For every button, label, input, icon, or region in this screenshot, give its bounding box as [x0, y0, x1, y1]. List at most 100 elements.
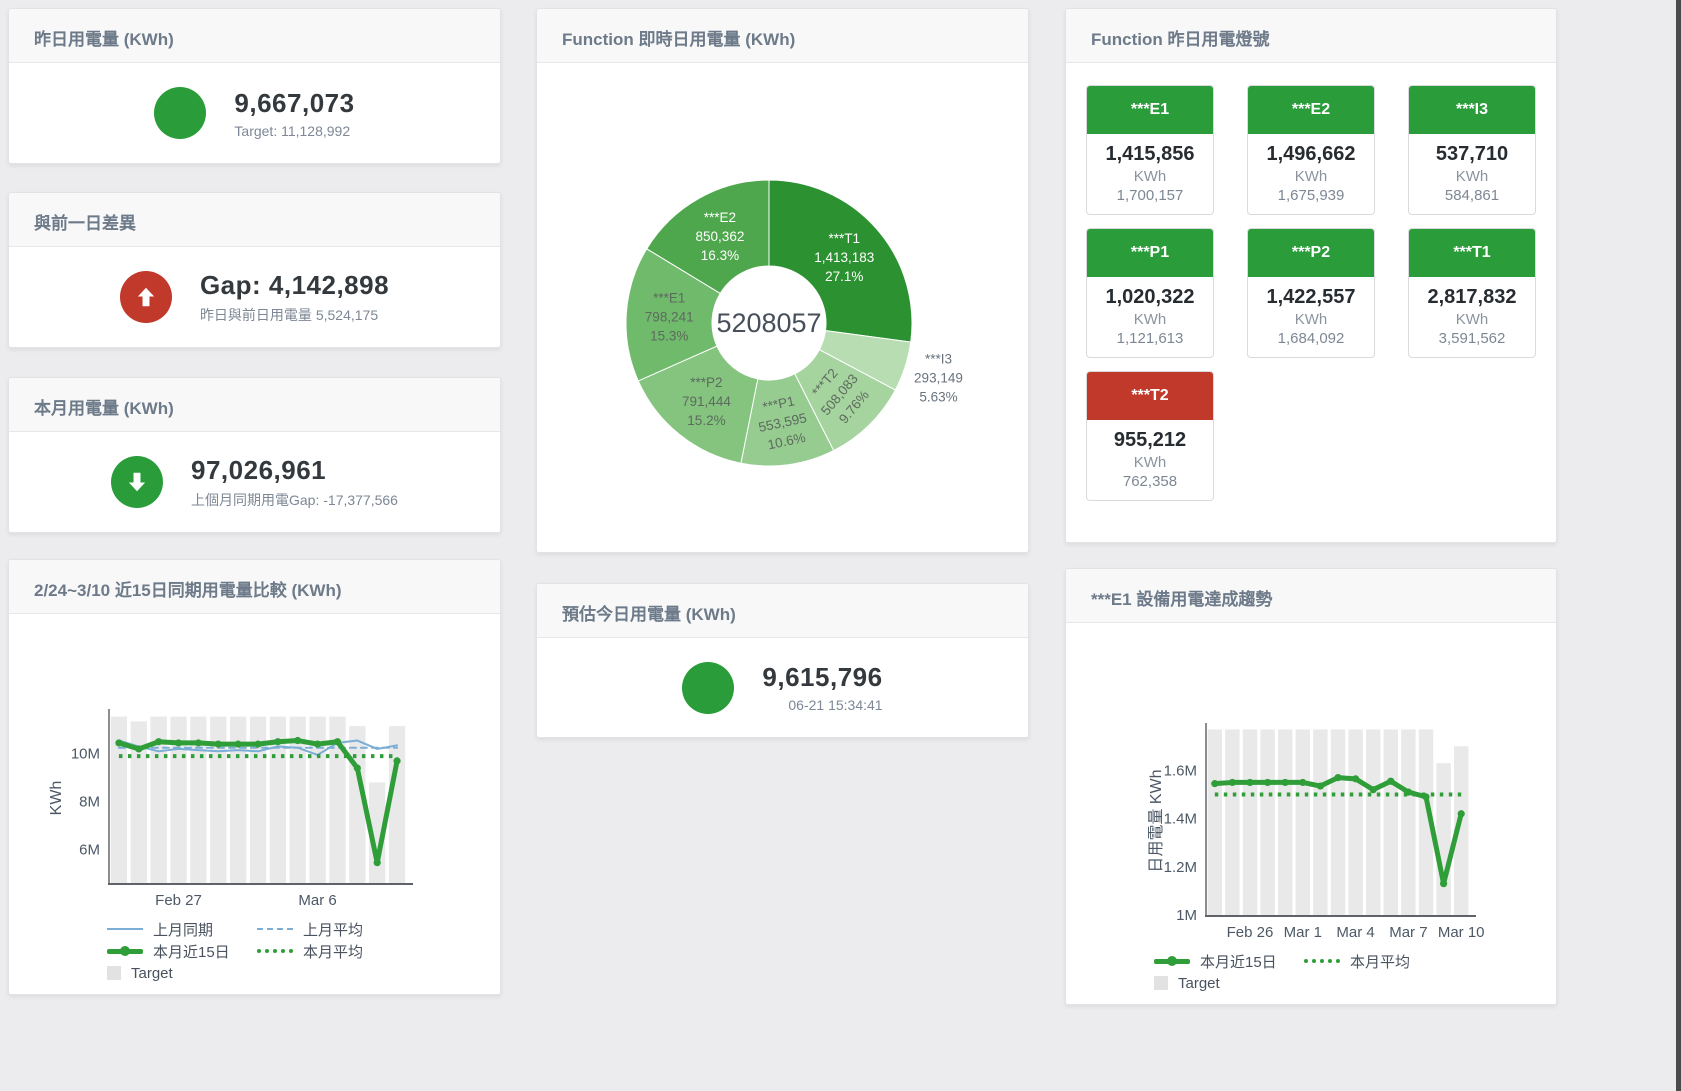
status-tile-e1[interactable]: ***E1 1,415,856 KWh 1,700,157 [1086, 85, 1214, 215]
status-tile-i3[interactable]: ***I3 537,710 KWh 584,861 [1408, 85, 1536, 215]
tile-name: ***E1 [1087, 86, 1213, 134]
tile-name: ***P1 [1087, 229, 1213, 277]
tile-body: 2,817,832 KWh 3,591,562 [1409, 277, 1535, 357]
legend-item-gray-square[interactable]: Target [107, 962, 257, 984]
target-bar [1436, 763, 1451, 915]
target-bar [1348, 729, 1363, 915]
day-gap-value: Gap: 4,142,898 [199, 269, 390, 300]
tile-body: 1,020,322 KWh 1,121,613 [1087, 277, 1213, 357]
legend-swatch-green-dotted-icon [1304, 959, 1340, 963]
data-point [1211, 780, 1219, 788]
tile-unit: KWh [1133, 311, 1167, 328]
tile-unit: KWh [1133, 454, 1167, 471]
x-tick-label: Mar 10 [1438, 924, 1485, 941]
y-tick-label: 10M [71, 746, 100, 763]
donut-slice-t1[interactable] [768, 179, 913, 343]
target-bar [1313, 729, 1328, 915]
target-bar [1365, 729, 1381, 915]
tile-name: ***P2 [1248, 229, 1374, 277]
legend-label: Target [131, 964, 173, 982]
target-bar [1330, 729, 1346, 915]
target-bar [1295, 729, 1311, 915]
tile-unit: KWh [1455, 311, 1489, 328]
compare15-legend: 上月同期 上月平均本月近15日 本月平均 Target [107, 918, 500, 984]
card-e1-trend-chart: ***E1 設備用電達成趨勢 1M 1.2M 1.4M 1.6M Feb 26 Mar 1… [1065, 568, 1557, 1005]
target-bar [369, 782, 386, 883]
status-tile-t1[interactable]: ***T1 2,817,832 KWh 3,591,562 [1408, 228, 1536, 358]
legend-swatch-blue-solid-icon [107, 928, 143, 930]
tile-unit: KWh [1455, 168, 1489, 185]
target-bar [269, 716, 287, 883]
tile-value: 1,422,557 [1266, 286, 1356, 308]
donut-slice-e1[interactable] [625, 248, 721, 382]
legend-item-blue-solid[interactable]: 上月同期 [107, 918, 257, 940]
function-usage-donut-chart: ***T1 1,413,183 27.1% ***I3 293,149 5.63% ***T… [537, 63, 1028, 552]
x-tick-label: Feb 26 [1227, 924, 1274, 941]
legend-swatch-gray-square-icon [107, 966, 121, 980]
target-bar [249, 716, 267, 883]
data-point [373, 859, 381, 867]
donut-slice-p2[interactable] [637, 345, 759, 464]
data-point [234, 740, 242, 748]
data-point [1264, 778, 1272, 787]
card-day-gap: 與前一日差異 Gap: 4,142,898 昨日與前日用電量 5,524,175 [8, 192, 501, 348]
target-bar [1383, 729, 1399, 915]
legend-item-green-dotted[interactable]: 本月平均 [257, 940, 407, 962]
tile-body: 1,422,557 KWh 1,684,092 [1248, 277, 1374, 357]
data-point [274, 738, 282, 746]
legend-swatch-blue-dashed-icon [257, 928, 293, 930]
donut-center-total: 5208057 [716, 308, 821, 338]
tile-name: ***T1 [1409, 229, 1535, 277]
data-point [155, 738, 163, 746]
data-point [194, 739, 202, 747]
y-tick-label: 8M [79, 794, 100, 811]
tile-target: 1,684,092 [1277, 330, 1345, 347]
target-bar [388, 726, 406, 883]
status-tile-e2[interactable]: ***E2 1,496,662 KWh 1,675,939 [1247, 85, 1375, 215]
status-tile-grid: ***E1 1,415,856 KWh 1,700,157 ***E2 1,496,662… [1066, 63, 1556, 501]
status-tile-t2[interactable]: ***T2 955,212 KWh 762,358 [1086, 371, 1214, 501]
data-point [1281, 778, 1289, 787]
status-tile-p1[interactable]: ***P1 1,020,322 KWh 1,121,613 [1086, 228, 1214, 358]
data-point [1334, 774, 1342, 782]
tile-name: ***I3 [1409, 86, 1535, 134]
yesterday-usage-target: Target: 11,128,992 [234, 122, 351, 139]
e1trend-legend: 本月近15日 本月平均 Target [1154, 950, 1556, 994]
legend-swatch-gray-square-icon [1154, 976, 1168, 990]
target-bar [150, 716, 167, 883]
donut-label-i3: ***I3 293,149 5.63% [914, 351, 963, 404]
target-bar [210, 716, 227, 883]
target-bar [130, 721, 147, 883]
data-point [1316, 782, 1324, 790]
donut-slice-e2[interactable] [646, 179, 770, 295]
legend-item-blue-dashed[interactable]: 上月平均 [257, 918, 407, 940]
tile-value: 955,212 [1113, 429, 1187, 451]
legend-item-green-thick[interactable]: 本月近15日 [107, 940, 257, 962]
target-bar [1242, 729, 1258, 915]
scrollbar[interactable] [1676, 0, 1681, 1091]
target-bar [1418, 729, 1434, 915]
status-circle-icon [682, 661, 735, 714]
target-bar [190, 716, 207, 883]
legend-item-green-thick[interactable]: 本月近15日 [1154, 950, 1304, 972]
x-tick-label: Feb 27 [155, 892, 202, 909]
yesterday-usage-value: 9,667,073 [234, 87, 355, 118]
month-usage-gap: 上個月同期用電Gap: -17,377,566 [191, 491, 398, 508]
y-tick-label: 1.6M [1164, 762, 1197, 779]
arrow-down-icon [111, 456, 163, 508]
data-point [174, 739, 183, 747]
tile-unit: KWh [1133, 168, 1167, 185]
card-function-lights: Function 昨日用電燈號 ***E1 1,415,856 KWh 1,700,1… [1065, 8, 1557, 543]
legend-label: 本月平均 [303, 943, 364, 961]
target-bar [1225, 729, 1240, 915]
tile-target: 762,358 [1122, 473, 1178, 490]
legend-row: 上月同期 上月平均 [107, 918, 500, 940]
legend-item-gray-square[interactable]: Target [1154, 972, 1304, 994]
card-function-realtime-donut: Function 即時日用電量 (KWh) ***T1 1,413,183 27.1… [536, 8, 1029, 553]
tile-name: ***E2 [1248, 86, 1374, 134]
status-tile-p2[interactable]: ***P2 1,422,557 KWh 1,684,092 [1247, 228, 1375, 358]
legend-label: 上月平均 [303, 921, 364, 939]
legend-item-green-dotted[interactable]: 本月平均 [1304, 950, 1454, 972]
target-bar [329, 716, 346, 883]
